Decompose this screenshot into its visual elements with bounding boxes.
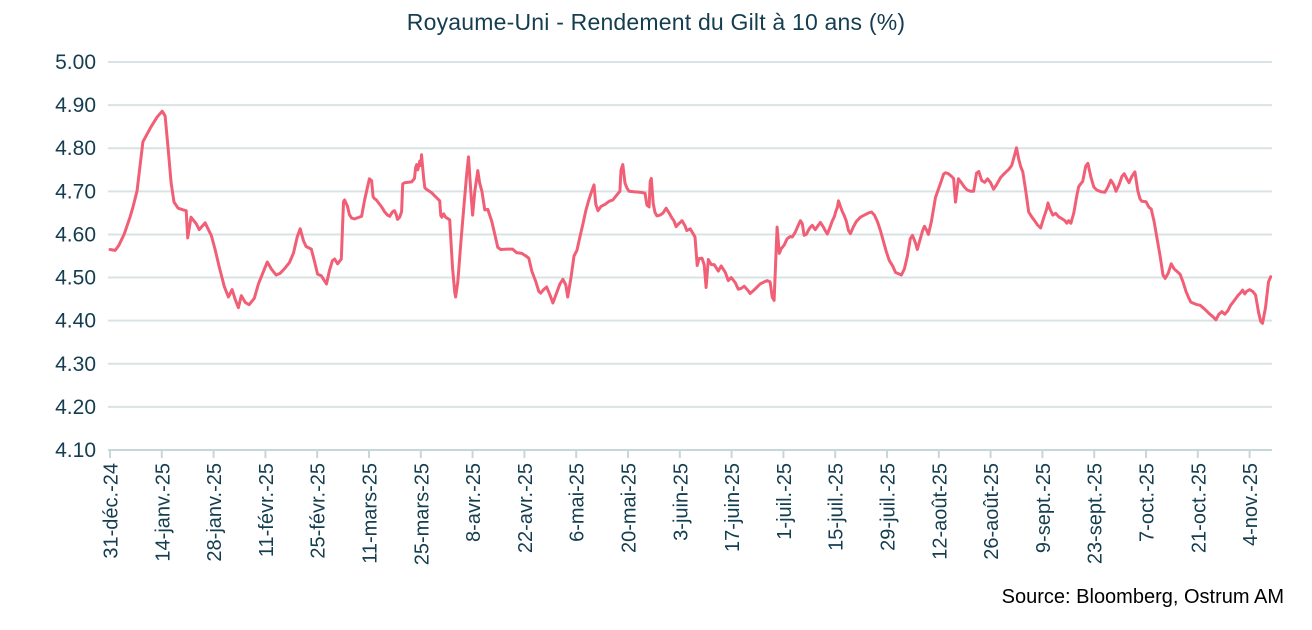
x-tick-label: 4-nov.-25 xyxy=(1240,463,1262,546)
y-tick-label: 4.80 xyxy=(55,137,96,160)
x-tick-label: 11-mars-25 xyxy=(360,463,382,564)
y-tick-label: 4.90 xyxy=(55,94,96,117)
series-line xyxy=(108,109,1273,325)
x-tick-label: 21-oct.-25 xyxy=(1188,463,1210,553)
y-tick-label: 4.40 xyxy=(55,310,96,333)
x-tick-label: 11-févr.-25 xyxy=(256,463,278,557)
x-tick-label: 6-mai-25 xyxy=(567,463,589,542)
x-tick-label: 9-sept.-25 xyxy=(1033,463,1055,553)
x-tick-label: 7-oct.-25 xyxy=(1137,463,1159,542)
y-tick-label: 4.30 xyxy=(55,353,96,376)
x-tick-label: 12-août-25 xyxy=(929,463,951,560)
x-tick-label: 25-févr.-25 xyxy=(308,463,330,559)
x-tick-label: 22-avr.-25 xyxy=(515,463,537,553)
x-tick-label: 29-juil.-25 xyxy=(878,463,900,551)
y-tick-label: 5.00 xyxy=(55,51,96,74)
chart-title: Royaume-Uni - Rendement du Gilt à 10 ans… xyxy=(406,9,906,35)
x-tick-label: 17-juin-25 xyxy=(722,463,744,552)
source-caption: Source: Bloomberg, Ostrum AM xyxy=(1001,586,1284,608)
y-tick-label: 4.20 xyxy=(55,396,96,419)
x-tick-label: 25-mars-25 xyxy=(411,463,433,565)
x-tick-label: 14-janv.-25 xyxy=(152,463,174,562)
x-tick-label: 8-avr.-25 xyxy=(463,463,485,542)
x-tick-label: 3-juin-25 xyxy=(670,463,692,541)
x-tick-label: 20-mai-25 xyxy=(619,463,641,553)
x-tick-label: 26-août-25 xyxy=(981,463,1003,560)
x-tick-label: 15-juil.-25 xyxy=(826,463,848,551)
y-tick-label: 4.60 xyxy=(55,223,96,246)
x-tick-label: 1-juil.-25 xyxy=(774,463,796,540)
y-tick-label: 4.50 xyxy=(55,267,96,290)
y-tick-label: 4.10 xyxy=(55,439,96,462)
y-tick-label: 4.70 xyxy=(55,180,96,203)
x-tick-label: 23-sept.-25 xyxy=(1085,463,1107,564)
x-tick-label: 31-déc.-24 xyxy=(101,463,123,559)
x-tick-label: 28-janv.-25 xyxy=(204,463,226,562)
